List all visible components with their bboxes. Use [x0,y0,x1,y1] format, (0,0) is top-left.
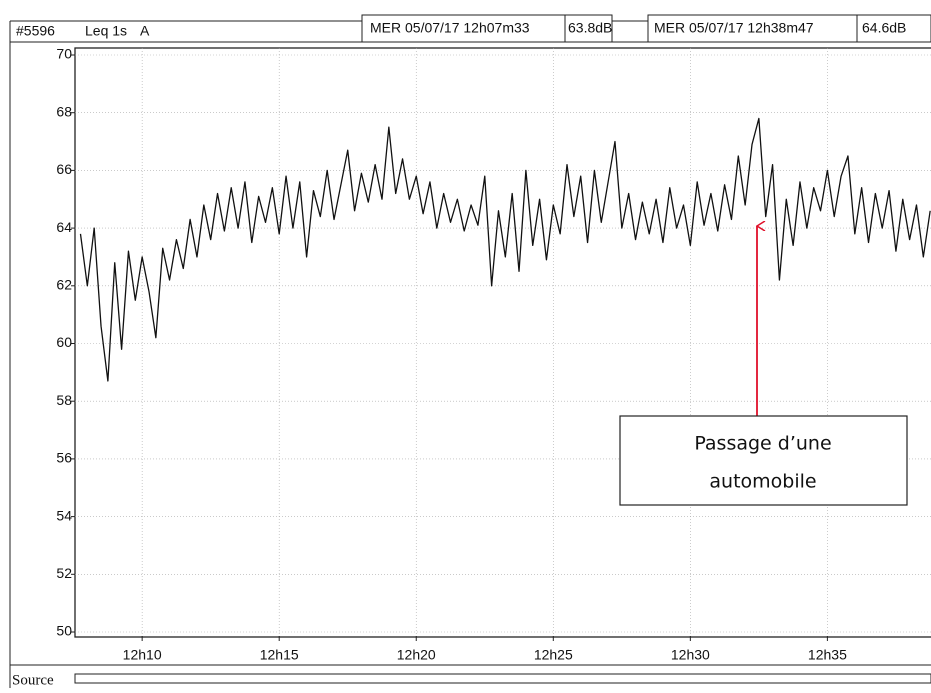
x-tick-label: 12h10 [123,647,162,663]
y-tick-label: 58 [56,392,72,408]
x-tick-label: 12h30 [671,647,710,663]
x-tick-label: 12h20 [397,647,436,663]
header-id: #5596 [16,23,55,39]
y-tick-label: 68 [56,103,72,119]
y-tick-label: 54 [56,507,72,523]
plot-area: 50 52 54 56 58 60 62 64 66 68 70 12h10 12h15 12h20 12h… [56,46,931,663]
y-tick-label: 66 [56,161,72,177]
y-tick-label: 64 [56,219,72,235]
header-start-level: 63.8dB [568,20,612,36]
header-box [564,14,613,43]
y-tick-label: 50 [56,623,72,639]
y-tick-label: 60 [56,334,72,350]
x-tick-label: 12h25 [534,647,573,663]
plot-frame [74,47,931,638]
header-channel: Leq 1s [85,23,127,39]
y-tick-label: 70 [56,46,72,62]
annotation-text: automobile [709,471,816,493]
series-line [79,117,931,382]
source-bar [74,673,931,684]
y-tick-label: 52 [56,565,72,581]
y-tick-label: 56 [56,450,72,466]
header-end-level: 64.6dB [862,20,906,36]
y-tick-label: 62 [56,277,72,293]
source-label: Source [12,672,54,688]
header-weighting: A [140,23,150,39]
header-end: MER 05/07/17 12h38m47 [654,20,814,36]
annotation-text: Passage d’une [694,433,831,455]
header-box [361,14,566,43]
annotation-box [619,415,908,506]
header-box [856,14,931,43]
header-start: MER 05/07/17 12h07m33 [370,20,530,36]
x-tick-label: 12h35 [808,647,847,663]
x-tick-label: 12h15 [260,647,299,663]
